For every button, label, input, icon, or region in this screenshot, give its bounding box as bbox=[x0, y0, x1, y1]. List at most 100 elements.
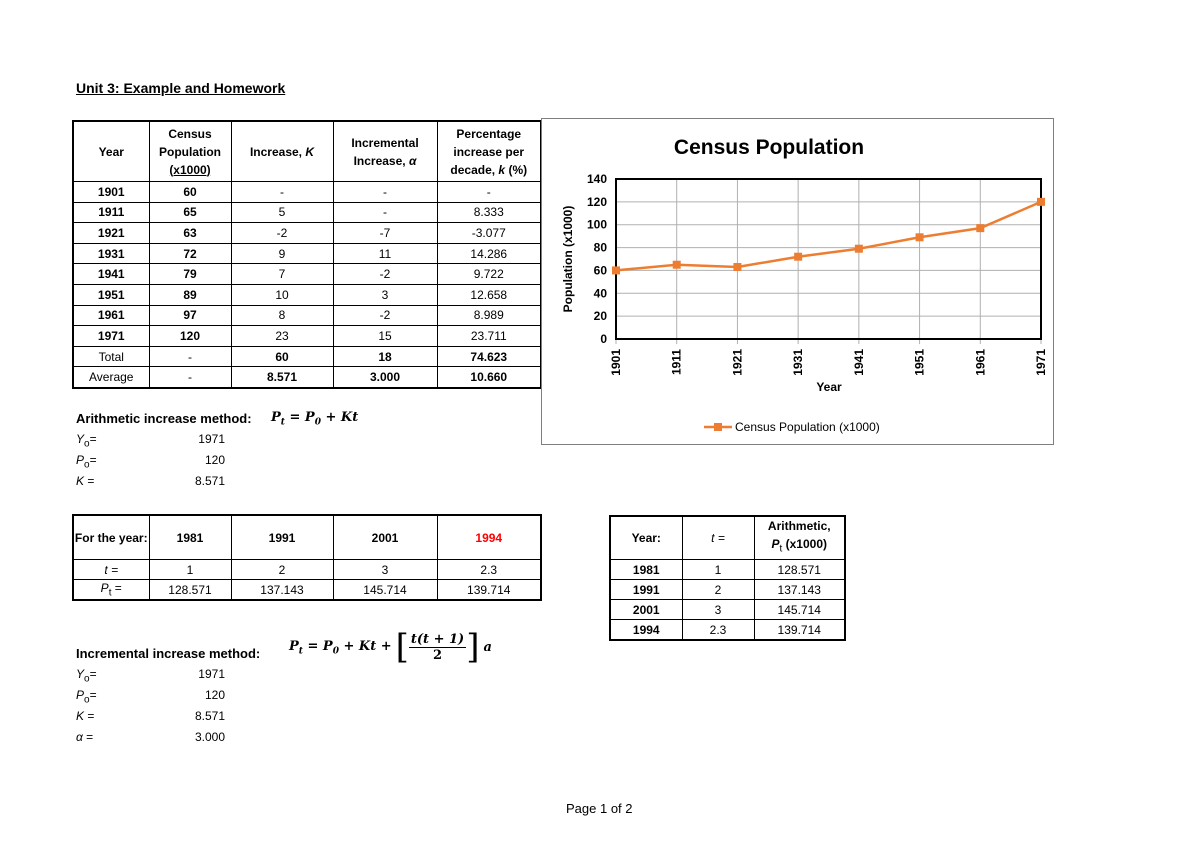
cell-population: 79 bbox=[148, 263, 232, 285]
cell-percentage: 74.623 bbox=[436, 345, 542, 368]
svg-text:1911: 1911 bbox=[670, 349, 684, 375]
var-name: Po= bbox=[76, 453, 97, 471]
table-row: 1981 1 128.571 bbox=[609, 559, 846, 580]
cell-percentage: - bbox=[436, 181, 542, 203]
table-row: 1971 120 23 15 23.711 bbox=[72, 325, 542, 347]
cell-t: 2 bbox=[230, 559, 334, 580]
var-name: Po= bbox=[76, 688, 97, 706]
chart-title: Census Population bbox=[674, 136, 864, 159]
cell-increase: 5 bbox=[230, 201, 334, 224]
header-arithmetic: Arithmetic, Pt (x1000) bbox=[753, 515, 846, 560]
svg-text:120: 120 bbox=[587, 195, 607, 209]
cell-increase: 10 bbox=[230, 283, 334, 306]
cell-t: 1 bbox=[148, 559, 232, 580]
cell-incremental: 3.000 bbox=[332, 366, 438, 389]
incremental-formula: Pt = P0 + Kt + [ t(t + 1) 2 ] a bbox=[289, 627, 492, 667]
cell-incremental: -7 bbox=[332, 222, 438, 244]
var-value: 8.571 bbox=[194, 709, 225, 723]
cell-percentage: -3.077 bbox=[436, 222, 542, 244]
table-row: 1961 97 8 -2 8.989 bbox=[72, 304, 542, 327]
cell-t: 3 bbox=[681, 599, 755, 620]
prediction-table: For the year: 1981 1991 2001 1994 t = 1 … bbox=[72, 514, 542, 601]
svg-text:80: 80 bbox=[594, 241, 608, 255]
cell-percentage: 8.989 bbox=[436, 304, 542, 327]
table-row: 1951 89 10 3 12.658 bbox=[72, 283, 542, 306]
svg-text:1941: 1941 bbox=[852, 349, 866, 376]
cell-increase: - bbox=[230, 181, 334, 203]
cell-pt: 128.571 bbox=[753, 559, 846, 580]
cell-year: 1941 bbox=[72, 263, 150, 285]
cell-population: 65 bbox=[148, 201, 232, 224]
cell-population: - bbox=[148, 345, 232, 368]
cell-incremental: 3 bbox=[332, 283, 438, 306]
cell-year: 1931 bbox=[72, 242, 150, 265]
svg-text:140: 140 bbox=[587, 172, 607, 186]
table-row: 1941 79 7 -2 9.722 bbox=[72, 263, 542, 285]
cell-t: 2.3 bbox=[681, 619, 755, 641]
svg-text:40: 40 bbox=[594, 286, 608, 300]
arithmetic-method-label: Arithmetic increase method: bbox=[76, 411, 252, 426]
census-table: Year Census Population (x1000) Increase,… bbox=[72, 120, 542, 389]
line-chart-svg: Census Population 0 20 40 60 80 100 120 140 190… bbox=[561, 136, 1048, 434]
row-label-t: t = bbox=[72, 559, 150, 580]
cell-increase: 8.571 bbox=[230, 366, 334, 389]
cell-percentage: 9.722 bbox=[436, 263, 542, 285]
table-row: 1901 60 - - - bbox=[72, 181, 542, 203]
cell-t: 2 bbox=[681, 579, 755, 600]
page-footer: Page 1 of 2 bbox=[566, 801, 633, 816]
svg-text:1921: 1921 bbox=[730, 349, 744, 376]
cell-population: 120 bbox=[148, 325, 232, 347]
var-row-y0: Yo= 1971 bbox=[76, 667, 225, 688]
header-census-population: Census Population (x1000) bbox=[148, 120, 232, 182]
cell-year: 1921 bbox=[72, 222, 150, 244]
cell-increase: -2 bbox=[230, 222, 334, 244]
table-row: 1911 65 5 - 8.333 bbox=[72, 201, 542, 224]
header-incremental-increase: Incremental Increase, α bbox=[332, 120, 438, 182]
var-value: 1971 bbox=[198, 432, 225, 446]
svg-text:1931: 1931 bbox=[791, 349, 805, 376]
var-value: 8.571 bbox=[194, 474, 225, 488]
cell-percentage: 23.711 bbox=[436, 325, 542, 347]
var-row-alpha: α = 3.000 bbox=[76, 730, 225, 751]
table-row: 1921 63 -2 -7 -3.077 bbox=[72, 222, 542, 244]
var-row-p0: Po= 120 bbox=[76, 688, 225, 709]
x-axis-label: Year bbox=[816, 380, 842, 394]
cell-label: Average bbox=[72, 366, 150, 389]
page-title: Unit 3: Example and Homework bbox=[76, 80, 286, 96]
table-row: 1994 2.3 139.714 bbox=[609, 619, 846, 641]
average-row: Average - 8.571 3.000 10.660 bbox=[72, 366, 542, 389]
var-name: α = bbox=[76, 730, 94, 744]
cell-population: 97 bbox=[148, 304, 232, 327]
var-name: Yo= bbox=[76, 667, 97, 685]
y-axis-label: Population (x1000) bbox=[561, 206, 575, 313]
total-row: Total - 60 18 74.623 bbox=[72, 345, 542, 368]
svg-text:1951: 1951 bbox=[913, 349, 927, 376]
cell-year: 1981 bbox=[609, 559, 683, 580]
cell-population: 72 bbox=[148, 242, 232, 265]
cell-increase: 7 bbox=[230, 263, 334, 285]
cell-population: 63 bbox=[148, 222, 232, 244]
var-row-k: K = 8.571 bbox=[76, 709, 225, 730]
cell-percentage: 12.658 bbox=[436, 283, 542, 306]
var-name: K = bbox=[76, 474, 95, 488]
table-row: 1991 2 137.143 bbox=[609, 579, 846, 600]
incremental-method-label: Incremental increase method: bbox=[76, 646, 261, 661]
cell-t: 1 bbox=[681, 559, 755, 580]
cell-increase: 9 bbox=[230, 242, 334, 265]
var-value: 3.000 bbox=[194, 730, 225, 744]
header-year: 1981 bbox=[148, 514, 232, 560]
cell-pt: 137.143 bbox=[230, 579, 334, 601]
var-value: 1971 bbox=[198, 667, 225, 681]
header-percentage-increase: Percentage increase per decade, k (%) bbox=[436, 120, 542, 182]
cell-incremental: - bbox=[332, 181, 438, 203]
x-axis-ticks: 1901 1911 1921 1931 1941 1951 1961 1971 bbox=[609, 349, 1048, 376]
cell-pt: 139.714 bbox=[436, 579, 542, 601]
header-year: 1991 bbox=[230, 514, 334, 560]
svg-text:1961: 1961 bbox=[973, 349, 987, 376]
cell-incremental: 18 bbox=[332, 345, 438, 368]
var-name: Yo= bbox=[76, 432, 97, 450]
cell-incremental: 15 bbox=[332, 325, 438, 347]
cell-pt: 139.714 bbox=[753, 619, 846, 641]
cell-year: 1994 bbox=[609, 619, 683, 641]
svg-text:100: 100 bbox=[587, 218, 607, 232]
